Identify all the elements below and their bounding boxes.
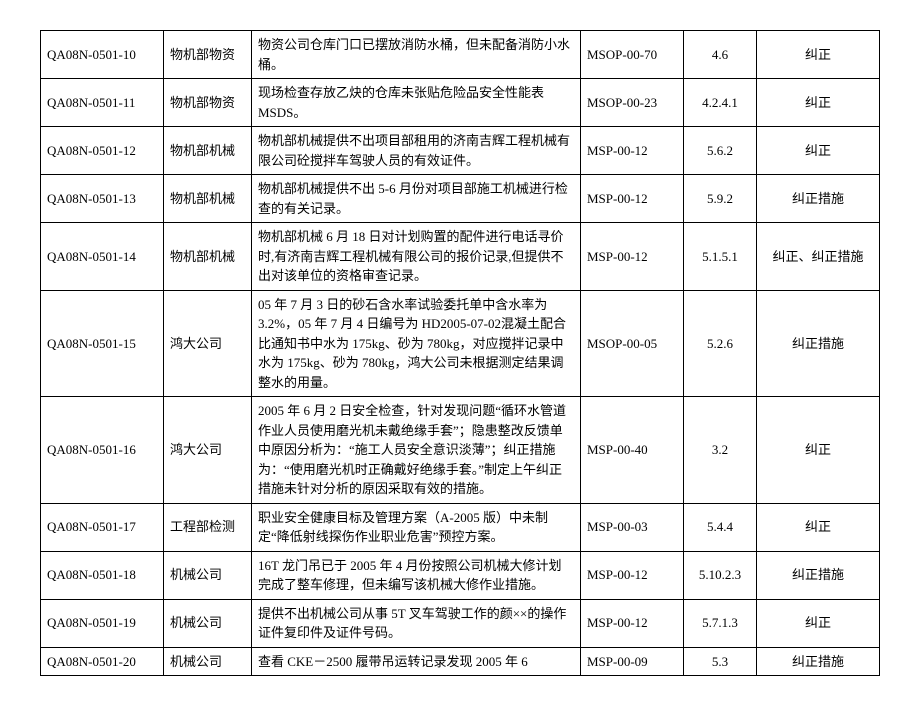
table-row: QA08N-0501-12物机部机械物机部机械提供不出项目部租用的济南吉辉工程机… xyxy=(41,127,880,175)
cell-id: QA08N-0501-15 xyxy=(41,290,164,397)
cell-dept: 物机部物资 xyxy=(164,31,252,79)
cell-desc: 05 年 7 月 3 日的砂石含水率试验委托单中含水率为 3.2%，05 年 7… xyxy=(252,290,581,397)
cell-id: QA08N-0501-18 xyxy=(41,551,164,599)
table-row: QA08N-0501-17工程部检测职业安全健康目标及管理方案（A-2005 版… xyxy=(41,503,880,551)
cell-desc: 提供不出机械公司从事 5T 叉车驾驶工作的颜××的操作证件复印件及证件号码。 xyxy=(252,599,581,647)
cell-desc: 2005 年 6 月 2 日安全检查，针对发现问题“循环水管道作业人员使用磨光机… xyxy=(252,397,581,504)
cell-id: QA08N-0501-12 xyxy=(41,127,164,175)
cell-action: 纠正措施 xyxy=(757,290,880,397)
cell-num: 3.2 xyxy=(684,397,757,504)
cell-code: MSP-00-09 xyxy=(581,647,684,676)
table-row: QA08N-0501-18机械公司16T 龙门吊已于 2005 年 4 月份按照… xyxy=(41,551,880,599)
cell-dept: 鸿大公司 xyxy=(164,290,252,397)
cell-desc: 16T 龙门吊已于 2005 年 4 月份按照公司机械大修计划完成了整车修理，但… xyxy=(252,551,581,599)
audit-table: QA08N-0501-10物机部物资物资公司仓库门口已摆放消防水桶，但未配备消防… xyxy=(40,30,880,676)
cell-code: MSP-00-12 xyxy=(581,551,684,599)
table-row: QA08N-0501-19机械公司提供不出机械公司从事 5T 叉车驾驶工作的颜×… xyxy=(41,599,880,647)
cell-code: MSOP-00-23 xyxy=(581,79,684,127)
cell-desc: 现场检查存放乙炔的仓库未张贴危险品安全性能表 MSDS。 xyxy=(252,79,581,127)
cell-code: MSOP-00-70 xyxy=(581,31,684,79)
cell-id: QA08N-0501-10 xyxy=(41,31,164,79)
cell-action: 纠正 xyxy=(757,31,880,79)
cell-id: QA08N-0501-17 xyxy=(41,503,164,551)
table-row: QA08N-0501-16鸿大公司2005 年 6 月 2 日安全检查，针对发现… xyxy=(41,397,880,504)
cell-dept: 机械公司 xyxy=(164,599,252,647)
cell-id: QA08N-0501-11 xyxy=(41,79,164,127)
cell-desc: 物资公司仓库门口已摆放消防水桶，但未配备消防小水桶。 xyxy=(252,31,581,79)
cell-num: 5.1.5.1 xyxy=(684,223,757,291)
cell-dept: 物机部机械 xyxy=(164,127,252,175)
cell-dept: 物机部机械 xyxy=(164,175,252,223)
table-row: QA08N-0501-20机械公司查看 CKE－2500 履带吊运转记录发现 2… xyxy=(41,647,880,676)
cell-action: 纠正 xyxy=(757,397,880,504)
cell-desc: 职业安全健康目标及管理方案（A-2005 版）中未制定“降低射线探伤作业职业危害… xyxy=(252,503,581,551)
table-row: QA08N-0501-11物机部物资现场检查存放乙炔的仓库未张贴危险品安全性能表… xyxy=(41,79,880,127)
cell-dept: 物机部物资 xyxy=(164,79,252,127)
table-row: QA08N-0501-10物机部物资物资公司仓库门口已摆放消防水桶，但未配备消防… xyxy=(41,31,880,79)
cell-desc: 物机部机械 6 月 18 日对计划购置的配件进行电话寻价时,有济南吉辉工程机械有… xyxy=(252,223,581,291)
cell-action: 纠正、纠正措施 xyxy=(757,223,880,291)
cell-desc: 物机部机械提供不出 5-6 月份对项目部施工机械进行检查的有关记录。 xyxy=(252,175,581,223)
cell-num: 4.6 xyxy=(684,31,757,79)
cell-id: QA08N-0501-14 xyxy=(41,223,164,291)
cell-dept: 鸿大公司 xyxy=(164,397,252,504)
cell-code: MSP-00-12 xyxy=(581,599,684,647)
cell-desc: 物机部机械提供不出项目部租用的济南吉辉工程机械有限公司砼搅拌车驾驶人员的有效证件… xyxy=(252,127,581,175)
cell-dept: 机械公司 xyxy=(164,551,252,599)
table-row: QA08N-0501-14物机部机械物机部机械 6 月 18 日对计划购置的配件… xyxy=(41,223,880,291)
table-row: QA08N-0501-15鸿大公司05 年 7 月 3 日的砂石含水率试验委托单… xyxy=(41,290,880,397)
cell-id: QA08N-0501-16 xyxy=(41,397,164,504)
cell-code: MSP-00-03 xyxy=(581,503,684,551)
cell-id: QA08N-0501-13 xyxy=(41,175,164,223)
cell-action: 纠正措施 xyxy=(757,647,880,676)
cell-desc: 查看 CKE－2500 履带吊运转记录发现 2005 年 6 xyxy=(252,647,581,676)
cell-num: 5.4.4 xyxy=(684,503,757,551)
cell-num: 5.6.2 xyxy=(684,127,757,175)
cell-dept: 机械公司 xyxy=(164,647,252,676)
cell-action: 纠正 xyxy=(757,127,880,175)
cell-action: 纠正措施 xyxy=(757,551,880,599)
cell-num: 5.9.2 xyxy=(684,175,757,223)
cell-id: QA08N-0501-19 xyxy=(41,599,164,647)
cell-action: 纠正 xyxy=(757,599,880,647)
cell-num: 5.10.2.3 xyxy=(684,551,757,599)
cell-num: 5.3 xyxy=(684,647,757,676)
cell-code: MSP-00-12 xyxy=(581,223,684,291)
cell-id: QA08N-0501-20 xyxy=(41,647,164,676)
cell-num: 5.2.6 xyxy=(684,290,757,397)
cell-dept: 工程部检测 xyxy=(164,503,252,551)
cell-num: 4.2.4.1 xyxy=(684,79,757,127)
cell-action: 纠正 xyxy=(757,503,880,551)
cell-code: MSP-00-12 xyxy=(581,127,684,175)
cell-code: MSP-00-12 xyxy=(581,175,684,223)
cell-code: MSP-00-40 xyxy=(581,397,684,504)
cell-dept: 物机部机械 xyxy=(164,223,252,291)
cell-code: MSOP-00-05 xyxy=(581,290,684,397)
table-row: QA08N-0501-13物机部机械物机部机械提供不出 5-6 月份对项目部施工… xyxy=(41,175,880,223)
cell-num: 5.7.1.3 xyxy=(684,599,757,647)
cell-action: 纠正 xyxy=(757,79,880,127)
cell-action: 纠正措施 xyxy=(757,175,880,223)
